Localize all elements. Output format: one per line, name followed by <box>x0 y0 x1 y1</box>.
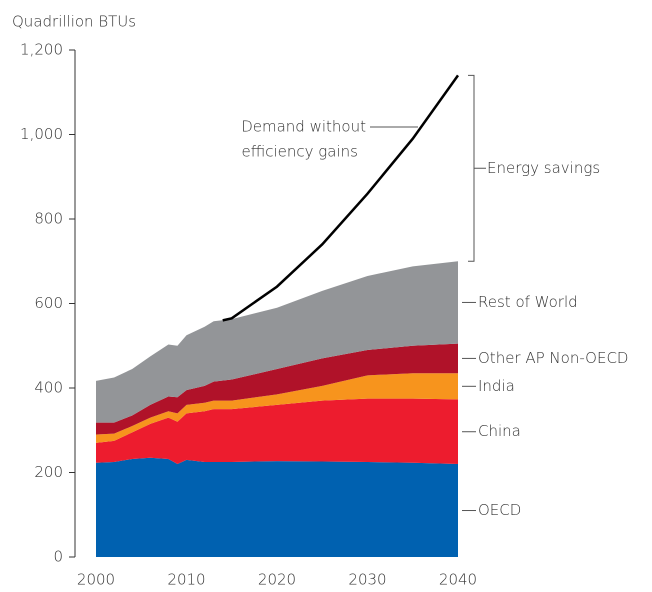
series-label: OECD <box>478 501 521 519</box>
y-tick-label: 400 <box>34 379 63 397</box>
area <box>96 457 458 557</box>
y-tick-label: 600 <box>34 294 63 312</box>
y-tick-label: 800 <box>34 210 63 228</box>
series-label: Other AP Non-OECD <box>478 349 628 367</box>
area <box>96 343 458 435</box>
bracket <box>468 74 486 262</box>
demand-line <box>222 74 460 322</box>
series-label: India <box>478 377 515 395</box>
x-tick-label: 2010 <box>167 571 205 589</box>
area <box>96 261 458 423</box>
area <box>96 398 458 465</box>
y-axis-label: Quadrillion BTUs <box>12 13 136 31</box>
x-tick-label: 2020 <box>258 571 296 589</box>
y-tick-label: 200 <box>34 463 63 481</box>
annotation: efficiency gains <box>242 143 358 161</box>
area <box>96 373 458 443</box>
y-tick-label: 0 <box>53 548 63 566</box>
bracket-label: Energy savings <box>487 159 600 177</box>
series-label: Rest of World <box>478 293 578 311</box>
annotation: Demand without <box>241 118 366 136</box>
x-tick-label: 2030 <box>348 571 386 589</box>
y-tick-label: 1,000 <box>20 125 63 143</box>
y-tick-label: 1,200 <box>20 41 63 59</box>
x-tick-label: 2040 <box>439 571 477 589</box>
x-tick-label: 2000 <box>77 571 115 589</box>
series-label: China <box>478 422 521 440</box>
